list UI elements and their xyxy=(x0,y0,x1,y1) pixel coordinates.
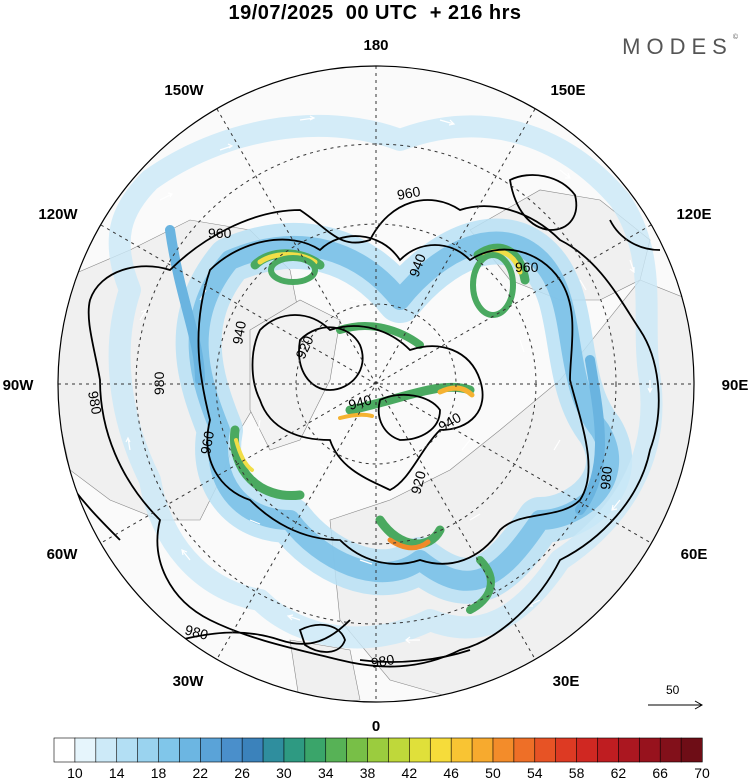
colorbar-cell xyxy=(179,737,201,763)
colorbar-cell xyxy=(74,737,97,763)
colorbar-tick-label: 70 xyxy=(694,765,710,781)
lon-label-60e: 60E xyxy=(681,546,708,563)
colorbar-tick-label: 58 xyxy=(569,765,585,781)
lon-label-90w: 90W xyxy=(3,377,35,394)
colorbar-tick-label: 66 xyxy=(652,765,668,781)
land-greenland xyxy=(249,299,341,451)
contour-label: 940 xyxy=(406,251,429,279)
colorbar-cell xyxy=(262,737,285,763)
land-eurasia xyxy=(329,279,694,701)
colorbar-cell xyxy=(576,737,599,763)
contour-label: 940 xyxy=(229,320,249,346)
lon-label-120e: 120E xyxy=(676,206,711,223)
contour-label: 940 xyxy=(347,391,374,413)
colorbar-cell xyxy=(680,737,703,763)
colorbar-tick-label: 10 xyxy=(67,765,83,781)
lon-label-30e: 30E xyxy=(553,673,580,690)
brand-name: MODES xyxy=(622,34,733,59)
colorbar-cell xyxy=(597,737,619,763)
colorbar-cell xyxy=(492,737,515,763)
contour-label: 960 xyxy=(197,430,217,456)
wind-vectors xyxy=(125,115,653,644)
colorbar-tick-label: 26 xyxy=(234,765,250,781)
land-africa xyxy=(289,639,361,702)
colorbar-tick-label: 14 xyxy=(109,765,125,781)
colorbar-cell xyxy=(367,737,390,763)
colorbar-cell xyxy=(241,737,264,763)
contour-label: 980 xyxy=(370,651,396,671)
colorbar-cell xyxy=(618,737,640,763)
colorbar-cell xyxy=(220,737,243,763)
colorbar-cell xyxy=(555,737,578,763)
contour-label: 980 xyxy=(597,465,615,490)
lon-label-150w: 150W xyxy=(164,82,204,99)
reference-vector xyxy=(648,700,704,710)
colorbar-tick-label: 18 xyxy=(151,765,167,781)
colorbar-tick-label: 34 xyxy=(318,765,334,781)
lon-label-90e: 90E xyxy=(722,377,749,394)
colorbar-tick-label: 46 xyxy=(443,765,459,781)
contour-label: 960 xyxy=(515,259,539,275)
contour-label: 960 xyxy=(396,183,422,203)
colorbar-tick-label: 50 xyxy=(485,765,501,781)
colorbar-cell xyxy=(638,737,661,763)
map-border xyxy=(57,65,695,703)
reference-vector-label: 50 xyxy=(666,683,680,697)
colorbar-tick-label: 38 xyxy=(360,765,376,781)
contour-label: 980 xyxy=(183,621,210,643)
colorbar-cell xyxy=(53,737,76,763)
wind-speed-shading xyxy=(108,114,663,649)
colorbar-cell xyxy=(116,737,139,763)
longitude-labels: 180 150E 120E 90E 60E 30E 0 30W 60W 90W … xyxy=(3,37,749,735)
colorbar-tick-label: 54 xyxy=(527,765,543,781)
brand-logo: MODES© xyxy=(622,34,738,60)
map-disk xyxy=(58,66,694,702)
contour-label: 920 xyxy=(407,469,429,496)
colorbar-cell xyxy=(471,737,494,763)
lon-label-0: 0 xyxy=(372,718,380,735)
colorbar-cell xyxy=(158,737,181,763)
colorbar-cell xyxy=(137,737,160,763)
colorbar-cell xyxy=(534,737,557,763)
brand-mark: © xyxy=(732,34,738,41)
colorbar-cell xyxy=(513,737,536,763)
contour-label: 980 xyxy=(85,390,105,416)
colorbar-tick-label: 30 xyxy=(276,765,292,781)
colorbar-cell xyxy=(325,737,348,763)
lon-label-180: 180 xyxy=(363,37,388,54)
contour-label: 960 xyxy=(208,225,232,241)
lon-label-60w: 60W xyxy=(47,546,79,563)
contour-label: 980 xyxy=(151,371,167,395)
colorbar-cell xyxy=(409,737,431,763)
colorbar-cell xyxy=(200,737,222,763)
colorbar-cell xyxy=(346,737,369,763)
colorbar-tick-label: 62 xyxy=(611,765,627,781)
colorbar-cell xyxy=(429,737,452,763)
colorbar-cell xyxy=(304,737,327,763)
page-title: 19/07/2025 00 UTC + 216 hrs xyxy=(228,2,522,24)
colorbar-cell xyxy=(283,737,306,763)
geopotential-contours xyxy=(59,174,661,668)
lon-label-120w: 120W xyxy=(38,206,78,223)
colorbar-tick-label: 22 xyxy=(193,765,209,781)
colorbar-cell xyxy=(659,737,682,763)
lon-label-150e: 150E xyxy=(550,82,585,99)
graticule xyxy=(58,66,694,702)
colorbar-cell xyxy=(95,737,118,763)
colorbar-tick-label: 42 xyxy=(402,765,418,781)
colorbar-cell xyxy=(388,737,410,763)
colorbar: 10 14 18 22 26 30 34 38 42 46 50 54 58 62 66 70 xyxy=(53,737,710,781)
colorbar-cell xyxy=(450,737,473,763)
lon-label-30w: 30W xyxy=(173,673,205,690)
